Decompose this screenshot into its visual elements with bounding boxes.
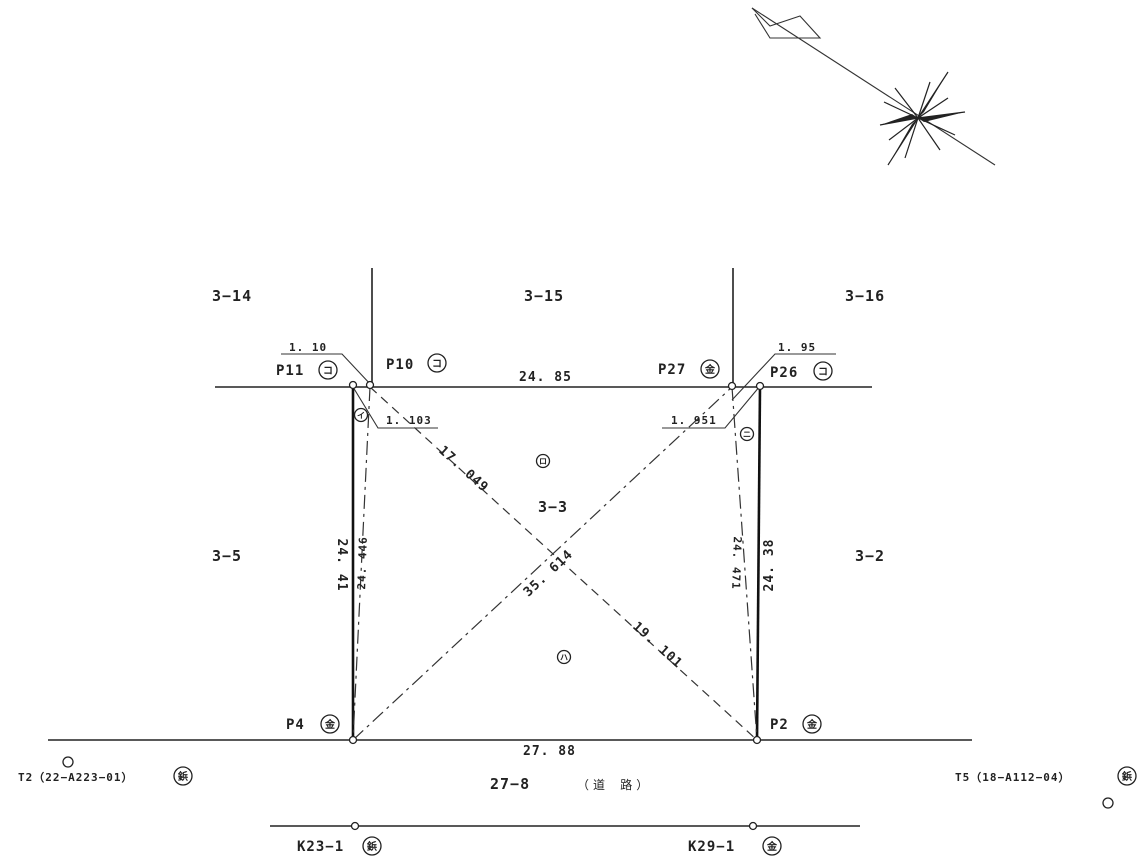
- rivet-marker-icon: [362, 836, 382, 856]
- vertex-k23: [350, 821, 360, 831]
- lot-label-3-14: 3−14: [212, 287, 252, 305]
- boundary-lines: [48, 268, 972, 827]
- angle-marker-ni-icon: [739, 426, 755, 442]
- metal-marker-icon: [802, 714, 822, 734]
- plastic-marker-icon: [318, 360, 338, 380]
- rivet-marker-icon: [1117, 766, 1137, 786]
- lot-labels: 3−14 3−15 3−16 3−5 3−3 3−2 27−8 （道 路）: [212, 287, 885, 793]
- point-label-p26: P26: [770, 365, 798, 381]
- point-label-t2: T2（22−A223−01）: [18, 771, 133, 784]
- dim-diag-c: 19. 101: [629, 619, 685, 671]
- rivet-marker-icon: [173, 766, 193, 786]
- lot-label-3-16: 3−16: [845, 287, 885, 305]
- angle-marker-ro: ロ: [539, 457, 547, 466]
- offset-leader-right: [731, 353, 836, 401]
- point-label-t5: T5（18−A112−04）: [955, 771, 1070, 784]
- lot-label-3-15: 3−15: [524, 287, 564, 305]
- angle-marker-i-icon: [353, 407, 369, 423]
- dim-left-diag: 24. 446: [355, 536, 370, 590]
- vertex-p27: [727, 381, 737, 391]
- angle-marker-ni: ニ: [743, 430, 751, 439]
- distance-labels: 24. 85 27. 88 24. 41 24. 446 24. 38 24. …: [289, 341, 816, 759]
- angle-marker-i: イ: [357, 411, 365, 420]
- dim-diag-a: 17. 049: [435, 443, 491, 495]
- point-label-p11: P11: [276, 363, 304, 379]
- vertex-p10: [365, 380, 375, 390]
- angle-marker-ro-icon: [535, 453, 551, 469]
- point-labels: P11 コ P10 コ P27 金 P26 コ P4 金 P2 金 K23−1 …: [18, 353, 1137, 856]
- plastic-marker-icon: [427, 353, 447, 373]
- dim-diag-b: 35. 614: [521, 547, 576, 600]
- dim-right-diag: 24. 471: [729, 536, 744, 590]
- dim-top: 24. 85: [519, 370, 572, 385]
- point-label-k29: K29−1: [688, 839, 735, 855]
- vertex-p11: [348, 380, 358, 390]
- vertex-k29: [748, 821, 758, 831]
- road-note: （道 路）: [577, 777, 652, 792]
- marker-tetsu: 鋲: [367, 840, 377, 853]
- marker-ko: コ: [323, 366, 333, 377]
- vertex-p26: [755, 381, 765, 391]
- right-diagonal-line: [731, 386, 758, 741]
- vertex-p2: [752, 735, 762, 745]
- dim-left: 24. 41: [334, 539, 349, 592]
- diagonal-line-b: [352, 386, 733, 741]
- offset-diag-leader-left: [352, 386, 438, 429]
- plastic-marker-icon: [813, 361, 833, 381]
- vertex-p4: [348, 735, 358, 745]
- dim-offset-left-diag: 1. 103: [386, 414, 432, 427]
- point-label-k23: K23−1: [297, 839, 344, 855]
- marker-kin: 金: [806, 718, 818, 731]
- point-label-p27: P27: [658, 362, 686, 378]
- point-label-p4: P4: [286, 717, 305, 733]
- lot-label-27-8: 27−8: [490, 775, 530, 793]
- offset-diag-leader-right: [662, 385, 761, 429]
- left-diagonal-line: [352, 386, 371, 741]
- dim-right: 24. 38: [762, 539, 777, 592]
- metal-marker-icon: [762, 836, 782, 856]
- lot-label-3-3: 3−3: [538, 498, 568, 516]
- vertex-t5: [1102, 797, 1114, 809]
- marker-tetsu: 鋲: [1122, 770, 1132, 783]
- right-boundary-line: [755, 385, 762, 741]
- angle-marker-ha-icon: [556, 649, 572, 665]
- marker-ko: コ: [818, 367, 828, 378]
- marker-kin: 金: [704, 363, 716, 376]
- marker-kin: 金: [324, 718, 336, 731]
- point-label-p10: P10: [386, 357, 414, 373]
- offset-leader-left: [281, 353, 373, 387]
- area-markers: イ ロ ハ ニ: [353, 407, 755, 665]
- angle-marker-ha: ハ: [560, 653, 568, 662]
- dim-bottom: 27. 88: [523, 744, 576, 759]
- lot-label-3-5: 3−5: [212, 547, 242, 565]
- marker-tetsu: 鋲: [178, 770, 188, 783]
- marker-ko: コ: [432, 359, 442, 370]
- vertices: [62, 380, 1114, 831]
- dim-offset-right: 1. 95: [778, 341, 816, 354]
- metal-marker-icon: [700, 359, 720, 379]
- north-arrow-icon: [751, 7, 996, 166]
- metal-marker-icon: [320, 714, 340, 734]
- dim-offset-right-diag: 1. 951: [671, 414, 717, 427]
- lot-label-3-2: 3−2: [855, 547, 885, 565]
- marker-kin: 金: [766, 840, 778, 853]
- measurement-lines: [281, 353, 836, 741]
- diagonal-line-a: [369, 386, 758, 741]
- dim-offset-left: 1. 10: [289, 341, 327, 354]
- vertex-t2: [62, 756, 74, 768]
- point-label-p2: P2: [770, 717, 789, 733]
